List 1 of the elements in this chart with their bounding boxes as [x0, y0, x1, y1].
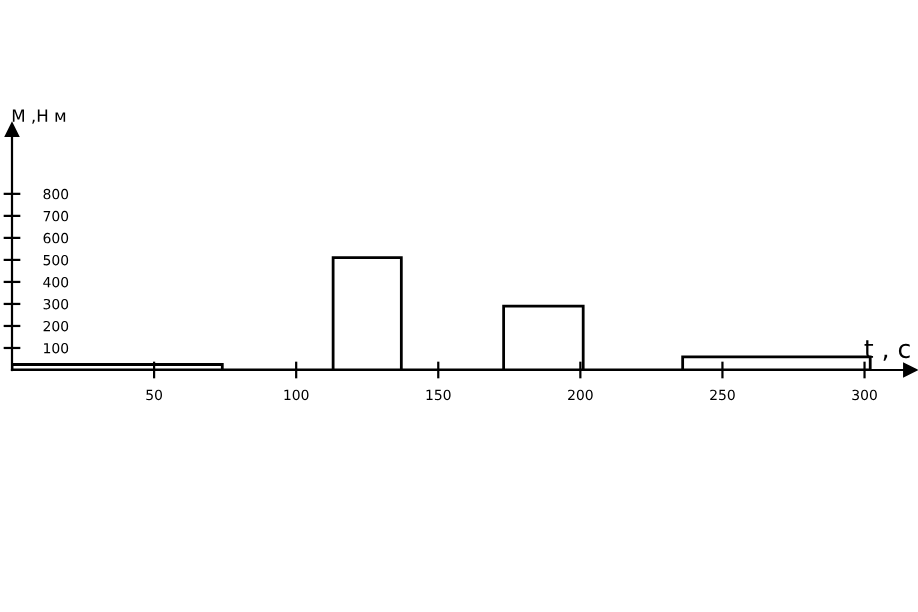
y-axis-title: М ,Н м — [12, 109, 66, 124]
